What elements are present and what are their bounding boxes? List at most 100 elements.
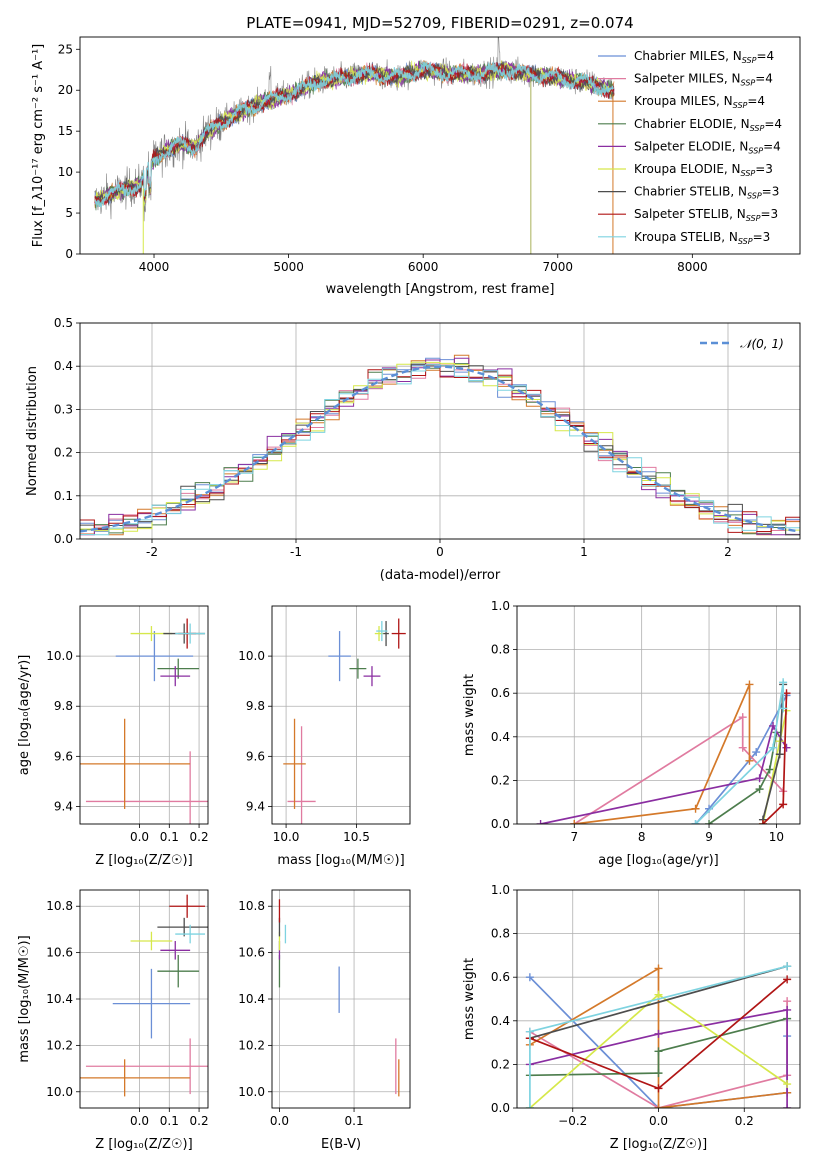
panel-mass-vs-ebv: 0.0 0.1 10.0 10.2 10.4 10.6 10.8 E(B-V) [238, 889, 411, 1152]
y-axis-label: mass [log₁₀(M/M☉)] [17, 935, 32, 1062]
panel-mass-vs-Z: 0.0 0.1 0.2 10.0 10.2 10.4 10.6 10.8 Z [log₁₀(Z/… [17, 889, 209, 1152]
axes-frame [516, 889, 801, 1109]
y-tick-label: 0.8 [491, 927, 510, 941]
x-tick-label: 4000 [139, 260, 170, 274]
weight-marker [779, 800, 788, 809]
errorbar-point [287, 726, 316, 824]
y-tick-label: 15 [58, 124, 73, 138]
x-tick-label: 10 [769, 830, 784, 844]
y-axis-label: mass weight [462, 674, 477, 756]
y-tick-label: 10.2 [46, 1038, 73, 1052]
y-tick-label: 10.6 [238, 946, 265, 960]
weight-marker [783, 962, 792, 971]
spectrum-data-line [94, 37, 615, 222]
y-tick-label: 0.5 [54, 316, 73, 330]
x-tick-label: 0 [436, 545, 444, 559]
weight-marker [783, 1005, 792, 1014]
panel-age-vs-Z: 0.0 0.1 0.2 9.4 9.6 9.8 10.0 Z [log₁₀(Z/Z☉)] age… [17, 605, 209, 868]
errorbar-point [157, 658, 200, 679]
weight-line [529, 1008, 788, 1108]
weight-marker [654, 1029, 663, 1038]
axes-frame [271, 889, 411, 1109]
y-tick-label: 0.6 [491, 686, 510, 700]
legend-entry: Chabrier STELIB, NSSP=3 [634, 185, 779, 201]
y-tick-label: 0.4 [54, 359, 73, 373]
legend-entry: Chabrier MILES, NSSP=4 [634, 49, 774, 65]
weight-marker [755, 774, 764, 783]
y-tick-label: 0.1 [54, 489, 73, 503]
y-tick-label: 0 [65, 247, 73, 261]
y-tick-label: 1.0 [491, 599, 510, 613]
x-tick-label: 6000 [408, 260, 439, 274]
errorbar-point [376, 621, 388, 642]
x-axis-label: Z [log₁₀(Z/Z☉)] [95, 1137, 192, 1152]
weight-marker [782, 743, 791, 752]
weight-marker [525, 973, 534, 982]
x-tick-label: 0.0 [649, 1114, 668, 1128]
errorbar-point [383, 621, 389, 647]
x-tick-label: 0.2 [190, 1114, 209, 1128]
legend-entry: 𝒩(0, 1) [740, 337, 784, 351]
y-tick-label: 10.6 [46, 946, 73, 960]
legend: Chabrier MILES, NSSP=4 Salpeter MILES, NS… [598, 49, 782, 246]
x-axis-label: mass [log₁₀(M/M☉)] [277, 853, 404, 868]
histogram-step [80, 361, 800, 532]
weight-marker [758, 820, 767, 824]
legend-entry: Chabrier ELODIE, NSSP=4 [634, 117, 782, 133]
errorbar-point [283, 718, 306, 809]
x-tick-label: 0.1 [160, 830, 179, 844]
weight-marker [654, 1104, 663, 1108]
y-tick-label: 0.6 [491, 970, 510, 984]
figure-title: PLATE=0941, MJD=52709, FIBERID=0291, z=0… [246, 14, 633, 32]
y-tick-label: 10.0 [238, 1085, 265, 1099]
x-tick-label: 0.0 [130, 830, 149, 844]
weight-marker [705, 820, 714, 824]
weight-marker [738, 713, 747, 722]
weight-marker [570, 820, 579, 824]
x-tick-label: 0.0 [270, 1114, 289, 1128]
weight-marker [783, 975, 792, 984]
weight-marker [738, 743, 747, 752]
plot-area [94, 37, 615, 254]
weight-marker [654, 1084, 663, 1093]
panel-spectrum: 4000 5000 6000 7000 8000 0 5 10 15 20 25 Chabrier M… [31, 36, 801, 297]
x-tick-label: 1 [580, 545, 588, 559]
weight-marker [779, 678, 788, 687]
weight-marker [654, 1047, 663, 1056]
y-tick-label: 9.4 [246, 799, 265, 813]
x-tick-label: 10.0 [273, 830, 300, 844]
x-tick-label: 5000 [273, 260, 304, 274]
errorbar-point [157, 954, 200, 988]
x-tick-label: 10.5 [343, 830, 370, 844]
errorbar-point [349, 658, 367, 679]
y-tick-label: 0.0 [491, 1101, 510, 1115]
y-tick-label: 10.4 [238, 992, 265, 1006]
y-tick-label: 9.4 [54, 799, 73, 813]
x-axis-label: Z [log₁₀(Z/Z☉)] [95, 853, 192, 868]
errorbar-point [115, 631, 194, 682]
weight-marker [783, 1080, 792, 1089]
weight-marker [783, 997, 792, 1006]
errorbar-point [112, 968, 191, 1039]
weight-marker [654, 1069, 663, 1078]
errorbar-point [160, 666, 191, 687]
y-tick-label: 25 [58, 42, 73, 56]
y-tick-label: 0.8 [491, 643, 510, 657]
x-tick-label: 8 [638, 830, 646, 844]
errorbar-point [391, 618, 406, 649]
panel-mass-weight-vs-age: 7 8 9 10 0.0 0.2 0.4 0.6 0.8 1.0 age [log₁₀(age/yr… [462, 599, 801, 868]
x-tick-label: 0.2 [735, 1114, 754, 1128]
legend-entry: Kroupa STELIB, NSSP=3 [634, 230, 770, 246]
normal-curve [80, 365, 800, 533]
errorbar-point [85, 1038, 208, 1095]
errorbar-point [175, 623, 206, 644]
plot-area [278, 899, 400, 1097]
y-tick-label: 10.2 [238, 1038, 265, 1052]
axes-frame [79, 889, 209, 1109]
y-axis-label: age [log₁₀(age/yr)] [17, 655, 32, 776]
weight-marker [525, 1104, 534, 1108]
histogram-step [80, 363, 800, 533]
plot-area [525, 962, 792, 1108]
errorbar-point [80, 1059, 191, 1097]
